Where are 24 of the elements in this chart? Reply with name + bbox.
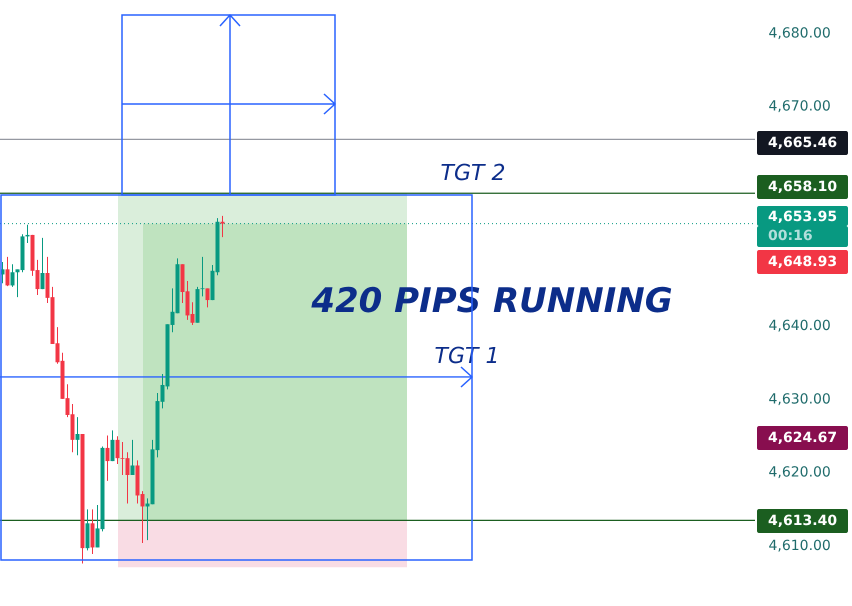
candlestick bbox=[206, 288, 210, 308]
y-tick-label: 4,640.00 bbox=[768, 318, 831, 334]
y-tick-label: 4,680.00 bbox=[768, 25, 831, 42]
candlestick bbox=[6, 256, 10, 287]
text: 4,613.40 bbox=[768, 513, 838, 529]
y-tick-label: 4,670.00 bbox=[768, 98, 831, 115]
candlestick bbox=[26, 224, 30, 244]
candlestick bbox=[116, 436, 120, 465]
text: 4,648.93 bbox=[768, 254, 838, 270]
candlestick bbox=[76, 416, 80, 456]
text: 4,624.67 bbox=[768, 430, 838, 446]
text: 4,658.10 bbox=[768, 179, 838, 195]
y-tick-label: 4,610.00 bbox=[768, 538, 831, 554]
y-tick-label: 4,620.00 bbox=[768, 464, 831, 481]
text: 4,653.95 bbox=[768, 209, 838, 225]
ref-line-label: TGT 2 bbox=[440, 161, 506, 186]
candlestick bbox=[130, 439, 134, 476]
candlestick bbox=[10, 264, 14, 288]
text: 00:16 bbox=[768, 228, 813, 244]
candlestick bbox=[40, 237, 44, 290]
text: 4,665.46 bbox=[768, 135, 838, 151]
y-tick-label: 4,630.00 bbox=[768, 391, 831, 408]
candlestick bbox=[110, 430, 114, 462]
candlestick bbox=[106, 434, 110, 482]
